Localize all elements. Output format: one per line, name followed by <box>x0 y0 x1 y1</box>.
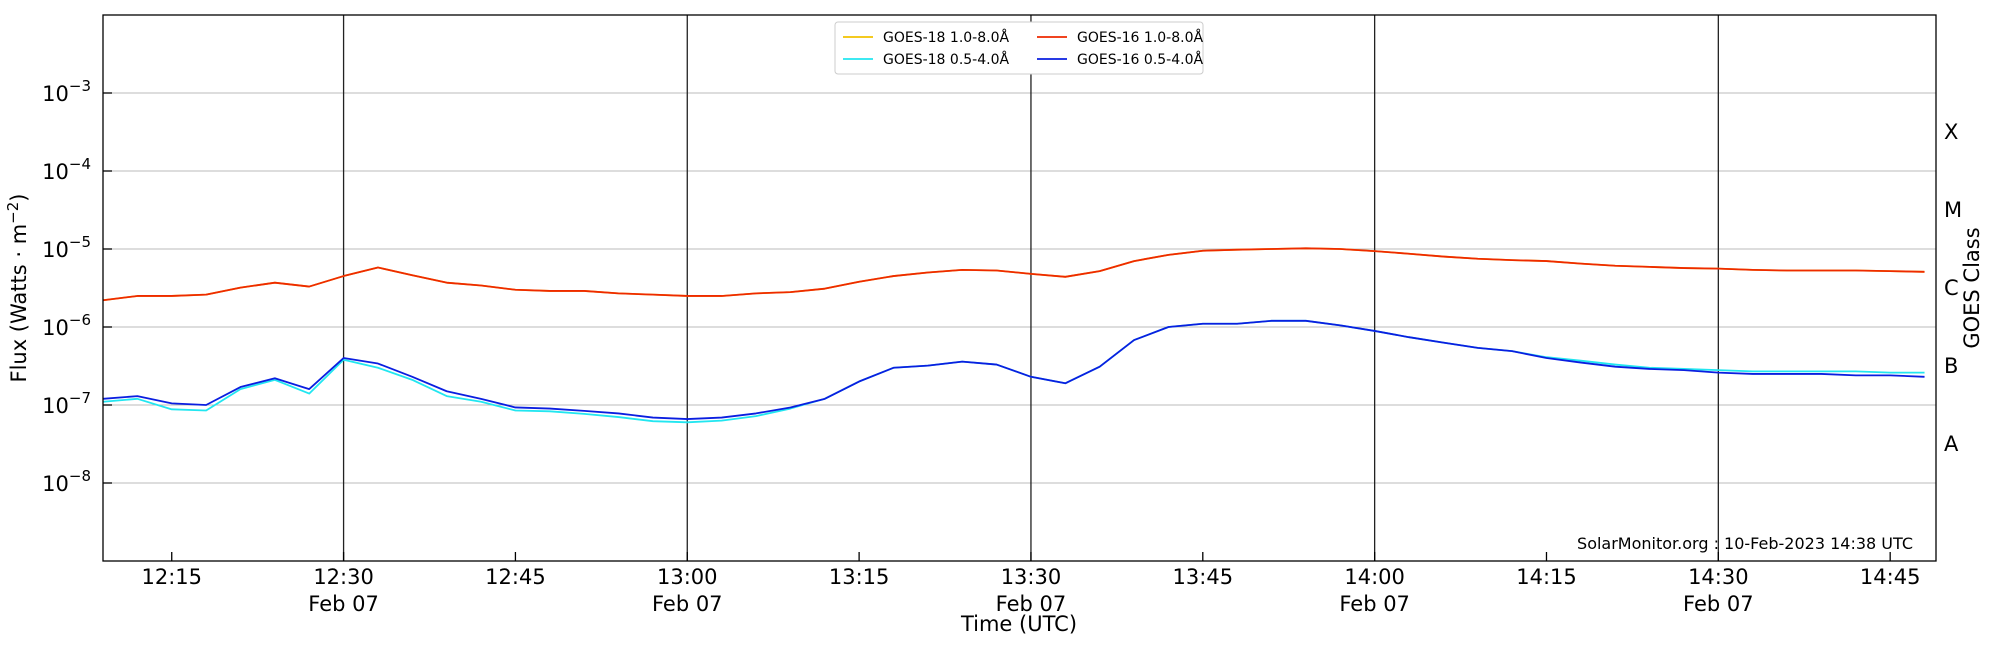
class-label: X <box>1944 120 1958 144</box>
y-tick-exponent: −4 <box>69 155 91 173</box>
x-tick-date: Feb 07 <box>1339 592 1410 616</box>
y-label-text: Flux (Watts · m <box>7 224 31 383</box>
x-tick-label: 13:30 <box>1001 565 1062 589</box>
y-tick-base: 10 <box>42 238 69 262</box>
x-tick-label: 14:00 <box>1344 565 1405 589</box>
x-tick-label: 12:30 <box>313 565 374 589</box>
class-label: A <box>1944 432 1959 456</box>
grid-layer <box>103 15 1936 561</box>
y-tick-exponent: −7 <box>69 389 91 407</box>
x-tick-label: 14:30 <box>1688 565 1749 589</box>
y-tick-label: 10−3 <box>42 77 91 106</box>
annotation: SolarMonitor.org : 10-Feb-2023 14:38 UTC <box>1577 534 1913 553</box>
x-tick-label: 13:15 <box>829 565 890 589</box>
x-tick-label: 12:15 <box>141 565 202 589</box>
y2-axis-label: GOES Class <box>1960 227 1984 348</box>
y-tick-label: 10−4 <box>42 155 91 184</box>
legend-label: GOES-18 0.5-4.0Å <box>883 51 1009 68</box>
y-label-exponent: −2 <box>4 202 22 224</box>
y-tick-exponent: −6 <box>69 311 91 329</box>
y-tick-base: 10 <box>42 160 69 184</box>
x-tick-label: 14:15 <box>1516 565 1577 589</box>
x-tick-label: 12:45 <box>485 565 546 589</box>
class-label: C <box>1944 276 1959 300</box>
legend-label: GOES-16 0.5-4.0Å <box>1077 51 1203 68</box>
y-axis-label: Flux (Watts · m−2) <box>4 193 31 382</box>
y-tick-exponent: −3 <box>69 77 91 95</box>
y-tick-base: 10 <box>42 82 69 106</box>
y-tick-label: 10−8 <box>42 467 91 496</box>
y-tick-base: 10 <box>42 472 69 496</box>
class-label: M <box>1944 198 1962 222</box>
legend-label: GOES-18 1.0-8.0Å <box>883 29 1009 46</box>
legend-label: GOES-16 1.0-8.0Å <box>1077 29 1203 46</box>
legend: GOES-18 1.0-8.0Å GOES-18 0.5-4.0Å GOES-16 … <box>834 21 1204 75</box>
y-tick-label: 10−5 <box>42 233 91 262</box>
plot-frame <box>102 14 1937 562</box>
x-tick-date: Feb 07 <box>1683 592 1754 616</box>
x-tick-date: Feb 07 <box>308 592 379 616</box>
line-layer <box>102 247 1925 424</box>
x-axis-label: Time (UTC) <box>960 612 1077 636</box>
y-tick-base: 10 <box>42 394 69 418</box>
series-line <box>102 319 1925 420</box>
y-tick-base: 10 <box>42 316 69 340</box>
y-tick-label: 10−6 <box>42 311 91 340</box>
y-tick-exponent: −8 <box>69 467 91 485</box>
x-tick-label: 13:45 <box>1173 565 1234 589</box>
y-tick-label: 10−7 <box>42 389 91 418</box>
x-tick-date: Feb 07 <box>652 592 723 616</box>
x-tick-date: Feb 07 <box>996 592 1067 616</box>
x-tick-label: 14:45 <box>1860 565 1921 589</box>
y-label-suffix: ) <box>7 193 31 201</box>
legend-box <box>834 21 1204 75</box>
x-tick-label: 13:00 <box>657 565 718 589</box>
class-label: B <box>1944 354 1958 378</box>
y-tick-exponent: −5 <box>69 233 91 251</box>
series-line <box>102 247 1925 302</box>
